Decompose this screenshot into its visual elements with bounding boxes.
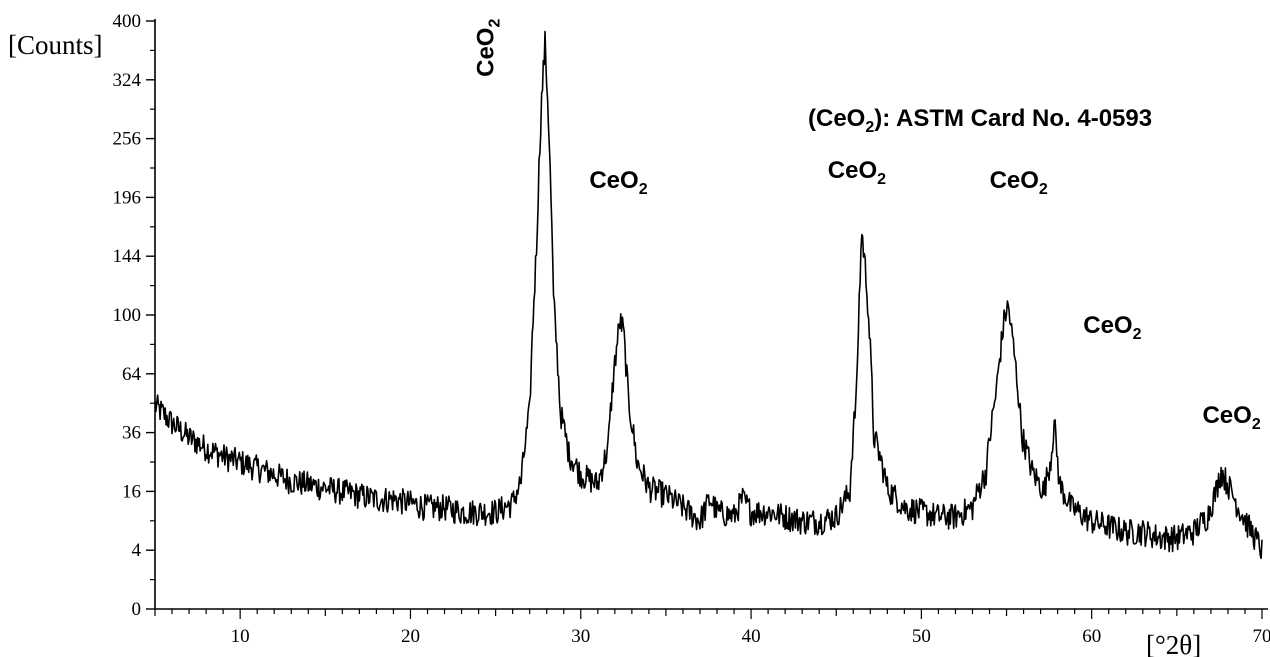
y-axis-title: [Counts] [8, 30, 103, 60]
card-annotation-part-1: (CeO [808, 105, 865, 132]
peak-label: CeO2 [1202, 402, 1260, 433]
x-tick-label: 60 [1082, 626, 1101, 647]
y-tick-label: 36 [122, 423, 141, 444]
peak-label: CeO2 [1083, 312, 1141, 343]
card-annotation-sub: 2 [865, 119, 874, 136]
y-tick-label: 400 [113, 11, 142, 32]
x-axis-title: [°2θ] [1146, 630, 1201, 657]
y-tick-label: 100 [113, 305, 142, 326]
peak-label: CeO2 [589, 167, 647, 198]
y-tick-label: 256 [113, 129, 142, 150]
peak-label-subscript: 2 [1252, 416, 1261, 433]
peak-label-subscript: 2 [1133, 326, 1142, 343]
peak-label-text: CeO [1083, 312, 1132, 339]
y-tick-label: 196 [113, 187, 142, 208]
x-tick-label: 10 [231, 626, 250, 647]
peak-label-text: CeO [589, 167, 638, 194]
x-tick-label: 50 [912, 626, 931, 647]
y-tick-label: 64 [122, 364, 142, 385]
y-tick-label: 4 [132, 540, 142, 561]
y-tick-label: 144 [113, 246, 142, 267]
y-tick-label: 16 [122, 481, 141, 502]
peak-label-subscript: 2 [1039, 181, 1048, 198]
y-tick-label: 324 [113, 70, 142, 91]
peak-label-text: CeO [828, 157, 877, 184]
card-annotation: (CeO2): ASTM Card No. 4-0593 [808, 105, 1152, 136]
x-tick-label: 30 [571, 626, 590, 647]
x-tick-label: 70 [1253, 626, 1270, 647]
peak-label-text: CeO [990, 167, 1039, 194]
peak-label: CeO2 [990, 167, 1048, 198]
peak-label: CeO2 [472, 19, 503, 77]
x-tick-label: 40 [742, 626, 761, 647]
peak-label-subscript: 2 [877, 171, 886, 188]
peak-label: CeO2 [828, 157, 886, 188]
card-annotation-part-2: ): ASTM Card No. 4-0593 [874, 105, 1152, 132]
peak-label-text: CeO [1202, 402, 1251, 429]
axes-group: 0 4 16 36 64 100 144 196 256 324 400 10 20 30 40 50 60 70 [113, 11, 1270, 647]
peak-label-subscript: 2 [639, 181, 648, 198]
peak-label-text: CeO [472, 28, 499, 77]
x-tick-label: 20 [401, 626, 420, 647]
peak-label-subscript: 2 [486, 19, 503, 28]
series-line [154, 30, 1263, 560]
y-tick-label: 0 [132, 599, 142, 620]
